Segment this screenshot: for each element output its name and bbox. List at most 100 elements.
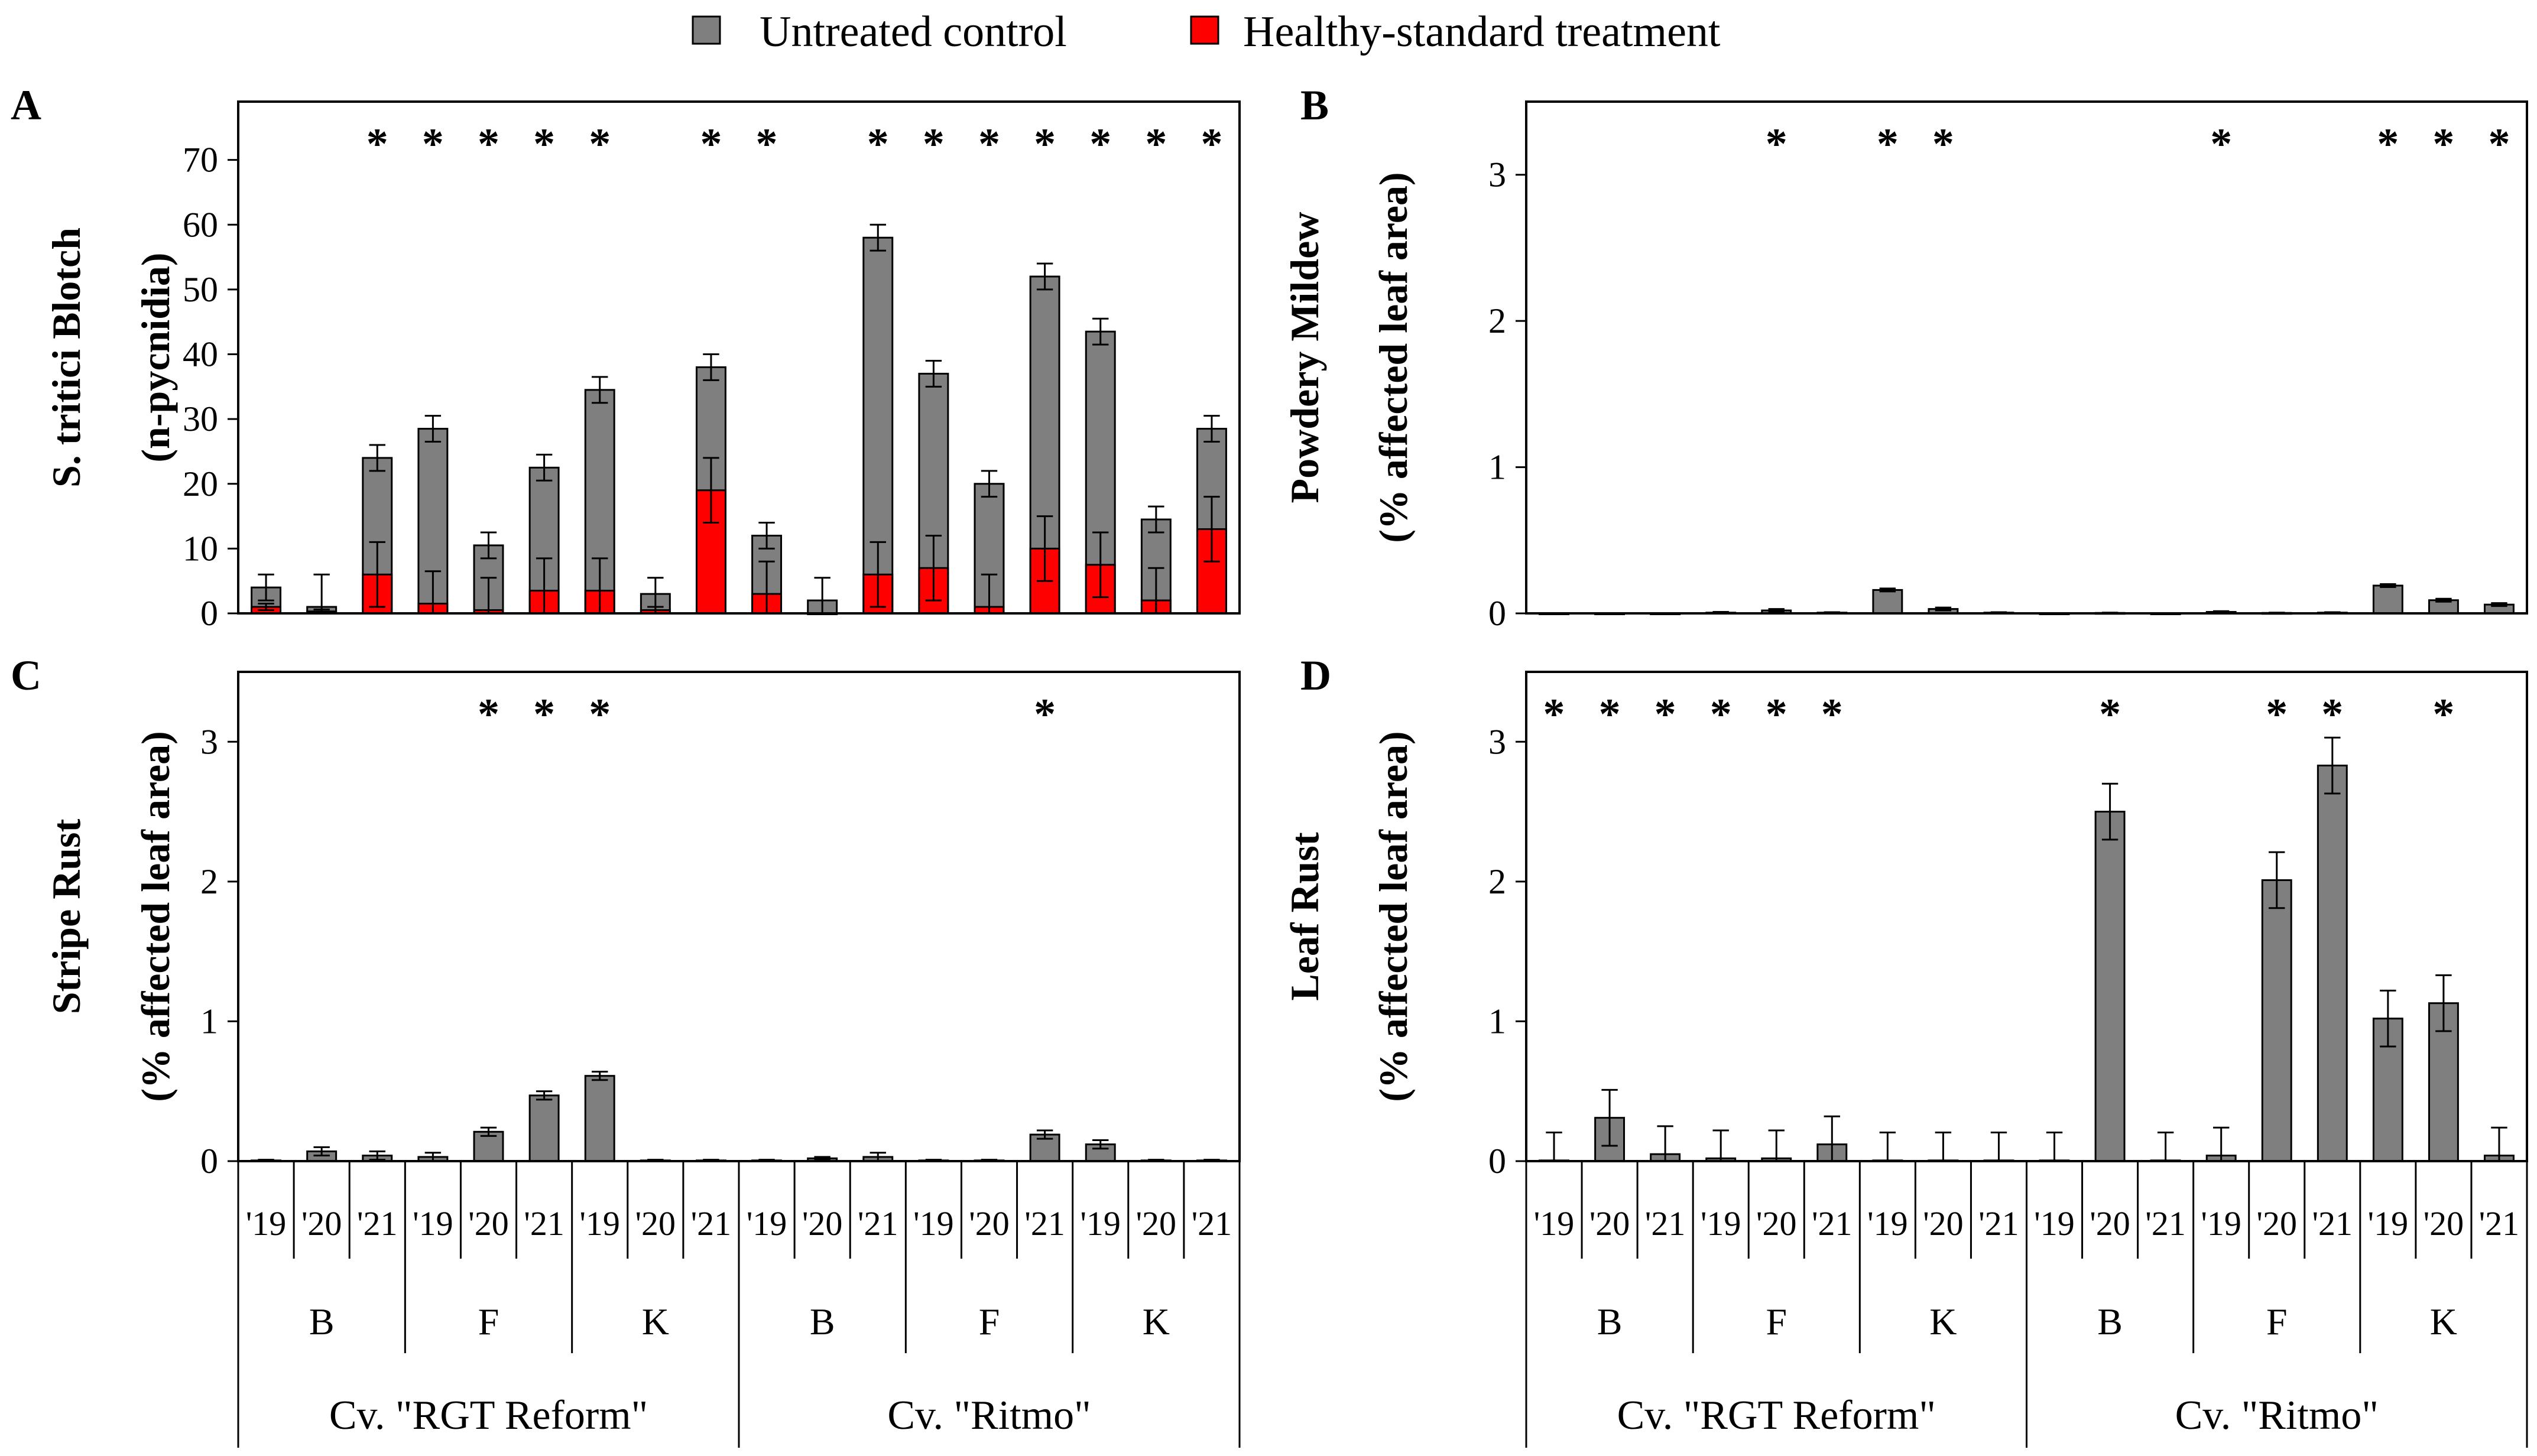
x-year-label-d: '20 xyxy=(1923,1204,1963,1243)
significance-star-a-6: * xyxy=(533,120,555,168)
x-year-label-d: '19 xyxy=(2034,1204,2074,1243)
significance-star-c-6: * xyxy=(533,690,555,739)
y-axis-title-d-line-1: Leaf Rust xyxy=(1282,832,1327,1001)
panel-letter-a: A xyxy=(11,82,41,129)
significance-star-b-5: * xyxy=(1766,120,1787,168)
x-site-label-c: F xyxy=(478,1301,499,1343)
significance-star-a-9: * xyxy=(700,120,722,168)
panel-c: C Stripe Rust (% affected leaf area) 0 1 2 3 * *… xyxy=(11,652,1241,1448)
y-tick-label-a: 50 xyxy=(183,270,218,309)
significance-star-b-18: * xyxy=(2488,120,2510,168)
bar-b-series-1-7 xyxy=(1872,589,1903,615)
x-year-label-d: '19 xyxy=(1534,1204,1574,1243)
plot-frame-b xyxy=(1525,100,2528,615)
x-year-label-d: '19 xyxy=(1867,1204,1907,1243)
x-cultivar-label-d: Cv. "Ritmo" xyxy=(2175,1393,2379,1438)
x-year-label-c: '19 xyxy=(747,1204,787,1243)
y-tick-label-c: 1 xyxy=(200,1002,218,1041)
plot-frame-c xyxy=(237,671,1241,1162)
y-tick-label-a: 30 xyxy=(183,399,218,438)
y-tick-label-d: 1 xyxy=(1488,1002,1506,1041)
legend: Untreated control Healthy-standard treat… xyxy=(692,8,1721,56)
x-year-label-d: '20 xyxy=(2090,1204,2130,1243)
x-year-label-c: '21 xyxy=(858,1204,898,1243)
significance-star-b-7: * xyxy=(1877,120,1899,168)
y-axis-title-c-line-2: (% affected leaf area) xyxy=(133,731,178,1101)
x-year-label-c: '21 xyxy=(524,1204,564,1243)
x-site-label-d: F xyxy=(1766,1301,1787,1343)
significance-star-b-17: * xyxy=(2432,120,2454,168)
significance-star-a-4: * xyxy=(422,120,444,168)
x-year-label-c: '21 xyxy=(1024,1204,1065,1243)
x-cultivar-label-c: Cv. "RGT Reform" xyxy=(329,1393,648,1438)
y-axis-title-a-line-1: S. tritici Blotch xyxy=(44,228,89,488)
x-year-label-d: '19 xyxy=(2201,1204,2241,1243)
x-year-label-c: '20 xyxy=(969,1204,1009,1243)
y-tick-label-c: 0 xyxy=(200,1142,218,1181)
y-tick-label-c: 2 xyxy=(200,862,218,901)
significance-star-d-11: * xyxy=(2099,690,2121,739)
x-site-label-d: B xyxy=(1597,1301,1623,1343)
significance-star-a-3: * xyxy=(366,120,388,168)
significance-star-d-3: * xyxy=(1654,690,1676,739)
panel-letter-c: C xyxy=(11,652,41,699)
x-year-label-d: '19 xyxy=(1701,1204,1741,1243)
y-axis-title-b-line-1: Powdery Mildew xyxy=(1282,212,1327,503)
panel-b: B Powdery Mildew (% affected leaf area) 0 1 2… xyxy=(1282,82,2528,633)
y-tick-label-c: 3 xyxy=(200,722,218,761)
x-year-label-d: '20 xyxy=(2257,1204,2297,1243)
y-tick-label-a: 40 xyxy=(183,335,218,374)
y-tick-label-d: 3 xyxy=(1488,722,1506,761)
x-year-label-d: '21 xyxy=(1645,1204,1685,1243)
x-year-label-c: '19 xyxy=(246,1204,286,1243)
x-site-label-c: F xyxy=(979,1301,1000,1343)
x-year-label-d: '21 xyxy=(2312,1204,2353,1243)
x-year-label-d: '21 xyxy=(2479,1204,2519,1243)
y-tick-label-a: 70 xyxy=(183,141,218,180)
x-cultivar-label-c: Cv. "Ritmo" xyxy=(887,1393,1091,1438)
x-year-label-d: '20 xyxy=(1756,1204,1796,1243)
bar-d-series-1-11 xyxy=(2094,811,2126,1162)
x-year-label-d: '21 xyxy=(1812,1204,1852,1243)
x-year-label-c: '19 xyxy=(913,1204,953,1243)
y-tick-label-a: 20 xyxy=(183,464,218,503)
x-year-label-c: '20 xyxy=(468,1204,508,1243)
panel-a: A S. tritici Blotch (n-pycnidia) 0 10 20 30 40 5… xyxy=(11,82,1241,633)
x-site-label-d: B xyxy=(2097,1301,2123,1343)
x-site-label-c: B xyxy=(810,1301,835,1343)
y-axis-title-c-line-1: Stripe Rust xyxy=(44,818,89,1014)
significance-star-c-5: * xyxy=(478,690,499,739)
significance-star-a-17: * xyxy=(1145,120,1167,168)
y-tick-label-a: 10 xyxy=(183,529,218,568)
x-site-label-d: F xyxy=(2266,1301,2288,1343)
y-tick-label-b: 0 xyxy=(1488,594,1506,633)
legend-label-untreated: Untreated control xyxy=(760,8,1067,56)
x-year-label-c: '20 xyxy=(1136,1204,1176,1243)
x-cultivar-label-d: Cv. "RGT Reform" xyxy=(1617,1393,1936,1438)
legend-swatch-treated xyxy=(1190,15,1219,45)
bar-c-series-1-6 xyxy=(528,1094,560,1162)
legend-swatch-untreated xyxy=(692,15,721,45)
y-tick-label-b: 2 xyxy=(1488,301,1506,340)
x-year-label-d: '20 xyxy=(1589,1204,1630,1243)
y-axis-title-a-line-2: (n-pycnidia) xyxy=(133,252,178,462)
panel-letter-b: B xyxy=(1300,82,1329,129)
panel-d: D Leaf Rust (% affected leaf area) 0 1 2 3 * * * *… xyxy=(1282,652,2528,1448)
significance-star-a-14: * xyxy=(978,120,1000,168)
x-site-label-c: B xyxy=(309,1301,335,1343)
significance-star-a-12: * xyxy=(867,120,889,168)
bar-c-series-1-7 xyxy=(584,1075,615,1162)
plot-frame-a xyxy=(237,100,1241,615)
significance-star-c-15: * xyxy=(1034,690,1056,739)
x-year-label-c: '19 xyxy=(413,1204,453,1243)
y-tick-label-b: 3 xyxy=(1488,155,1506,194)
legend-label-treated: Healthy-standard treatment xyxy=(1243,8,1721,56)
significance-star-d-1: * xyxy=(1543,690,1565,739)
significance-star-d-14: * xyxy=(2266,690,2288,739)
significance-star-d-15: * xyxy=(2321,690,2343,739)
significance-star-d-4: * xyxy=(1710,690,1732,739)
x-year-label-c: '20 xyxy=(635,1204,676,1243)
y-axis-title-d-line-2: (% affected leaf area) xyxy=(1371,731,1416,1101)
significance-star-a-13: * xyxy=(923,120,945,168)
